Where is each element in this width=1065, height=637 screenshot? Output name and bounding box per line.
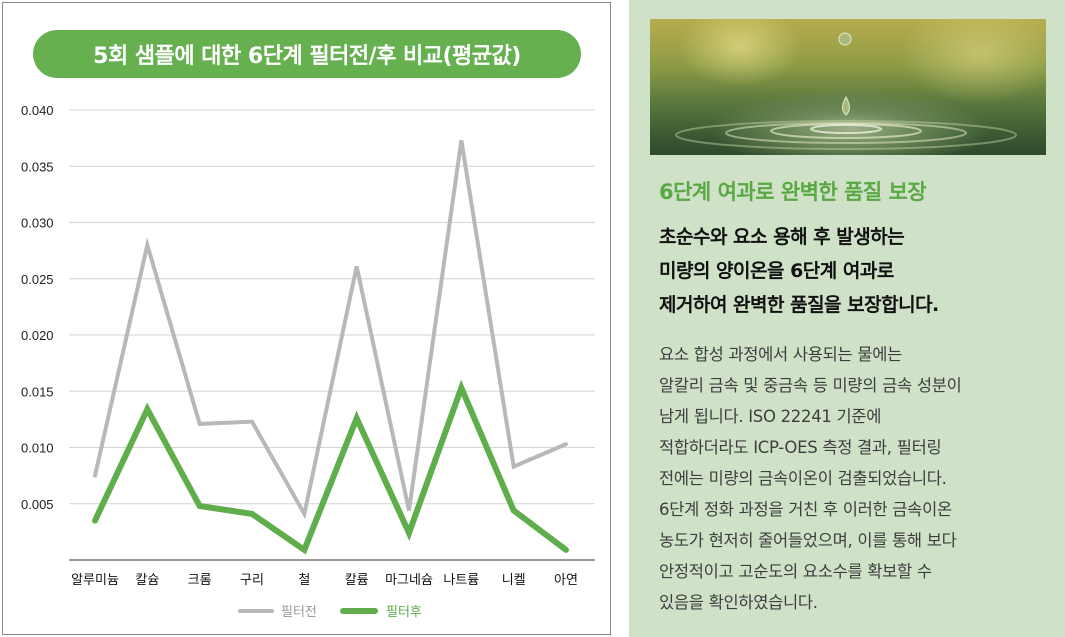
- body-line-8: 안정적이고 고순도의 요소수를 확보할 수: [659, 562, 932, 581]
- chart-panel: 5회 샘플에 대한 6단계 필터전/후 비교(평균값) 0.040 0.035 0.…: [2, 2, 611, 635]
- info-panel: 6단계 여과로 완벽한 품질 보장 초순수와 요소 용해 후 발생하는 미량의 …: [629, 0, 1065, 637]
- x-tick-label: 알루미늄: [71, 573, 119, 588]
- body-line-1: 요소 합성 과정에서 사용되는 물에는: [659, 345, 902, 364]
- y-tick-label: 0.030: [21, 216, 54, 231]
- x-tick-label: 아연: [554, 573, 578, 588]
- body-line-9: 있음을 확인하였습니다.: [659, 593, 818, 612]
- x-tick-label: 구리: [240, 573, 264, 588]
- chart-title: 5회 샘플에 대한 6단계 필터전/후 비교(평균값): [33, 30, 581, 78]
- y-tick-label: 0.015: [21, 384, 54, 399]
- y-tick-label: 0.010: [21, 441, 54, 456]
- body-line-3: 남게 됩니다. ISO 22241 기준에: [659, 407, 882, 426]
- body-line-5: 전에는 미량의 금속이온이 검출되었습니다.: [659, 469, 947, 488]
- body-line-7: 농도가 현저히 줄어들었으며, 이를 통해 보다: [659, 531, 957, 550]
- y-tick-label: 0.025: [21, 272, 54, 287]
- subhead-line-1: 초순수와 요소 용해 후 발생하는: [659, 226, 905, 248]
- legend-label: 필터후: [386, 605, 422, 620]
- subhead-line-2: 미량의 양이온을 6단계 여과로: [659, 260, 894, 282]
- x-tick-label: 칼륨: [345, 573, 369, 588]
- headline: 6단계 여과로 완벽한 품질 보장: [659, 180, 927, 204]
- body-line-6: 6단계 정화 과정을 거친 후 이러한 금속이온: [659, 500, 952, 519]
- y-tick-label: 0.035: [21, 159, 54, 174]
- x-tick-label: 크롬: [188, 573, 212, 588]
- legend-label: 필터전: [281, 605, 317, 620]
- x-tick-label: 나트륨: [443, 573, 479, 588]
- x-tick-label: 마그네슘: [385, 573, 433, 588]
- x-tick-label: 칼슘: [135, 573, 159, 588]
- body-line-4: 적합하더라도 ICP-OES 측정 결과, 필터링: [659, 438, 942, 457]
- subhead-line-3: 제거하여 완벽한 품질을 보장합니다.: [659, 294, 939, 316]
- water-drop-photo: [650, 19, 1046, 155]
- y-tick-label: 0.005: [21, 497, 54, 512]
- x-tick-label: 니켈: [502, 573, 526, 588]
- y-tick-label: 0.020: [21, 328, 54, 343]
- series-line-before-filter: [93, 140, 568, 520]
- line-chart: 0.040 0.035 0.030 0.025 0.020 0.015 0.010 0.005…: [21, 103, 595, 620]
- x-tick-label: 철: [298, 573, 310, 588]
- body-line-2: 알칼리 금속 및 중금속 등 미량의 금속 성분이: [659, 376, 962, 395]
- series-line-after-filter: [92, 379, 569, 555]
- y-tick-label: 0.040: [21, 103, 54, 118]
